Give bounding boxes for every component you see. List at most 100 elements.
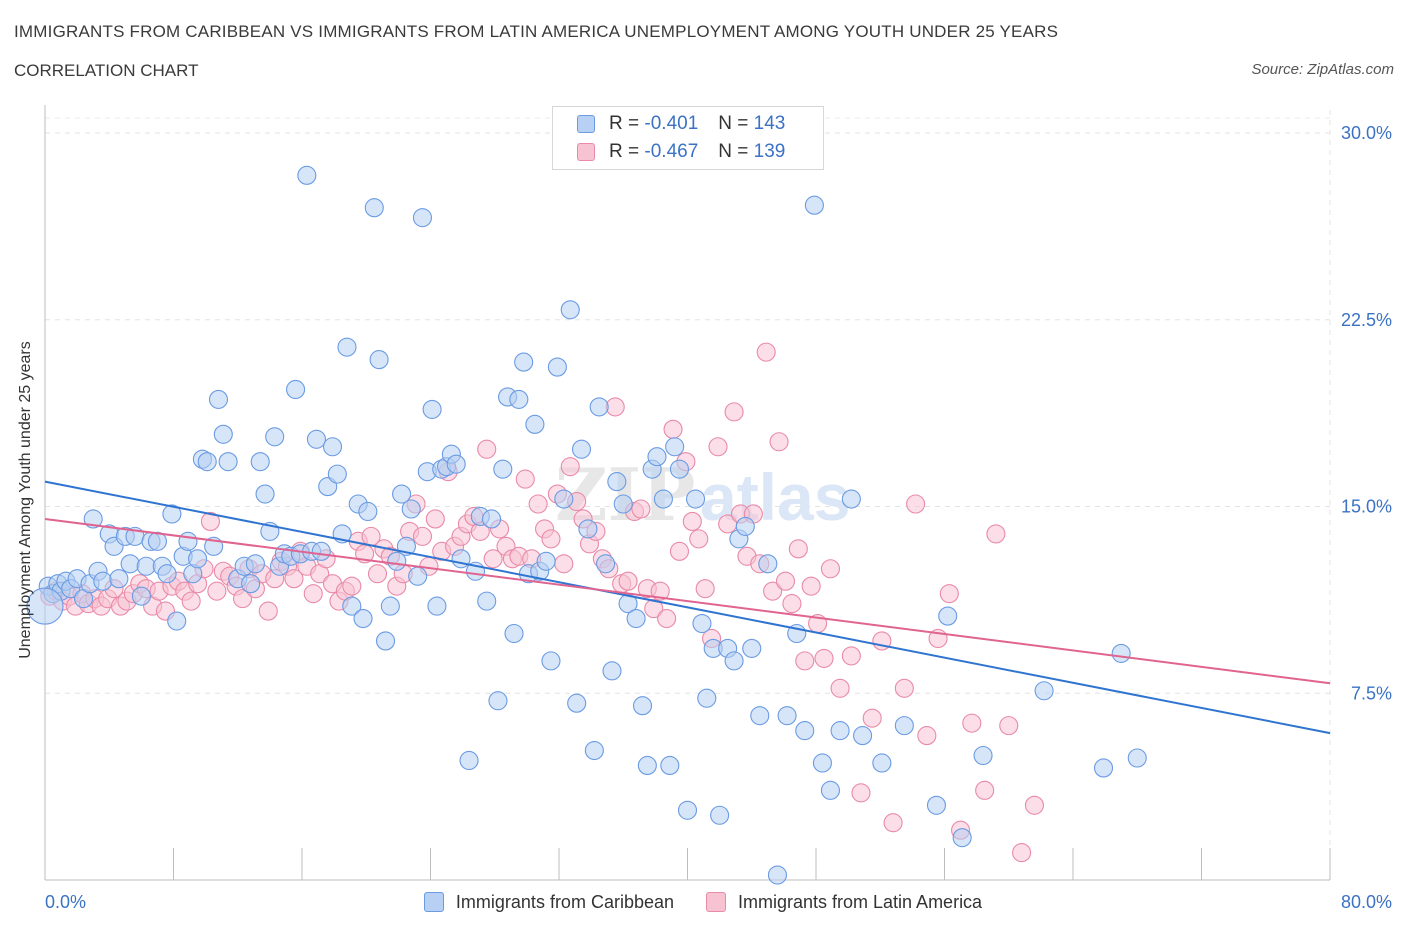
caribbean-point	[83, 509, 103, 529]
latin-america-point	[975, 780, 995, 800]
latin-america-point	[483, 549, 503, 569]
caribbean-point	[750, 706, 770, 726]
caribbean-point	[777, 706, 797, 726]
caribbean-point	[841, 489, 861, 509]
y-tick-label: 15.0%	[1341, 497, 1392, 517]
caribbean-point	[710, 805, 730, 825]
legend-swatch-latin-america	[577, 143, 595, 161]
latin-america-point	[1024, 795, 1044, 815]
legend-item-latin-america[interactable]: Immigrants from Latin America	[706, 892, 982, 913]
latin-america-point	[528, 494, 548, 514]
caribbean-point	[571, 439, 592, 459]
caribbean-point	[369, 350, 389, 370]
latin-america-point	[367, 564, 388, 584]
caribbean-point	[685, 489, 706, 509]
legend-row-caribbean: R = -0.401 N = 143	[577, 112, 785, 136]
latin-america-point	[814, 648, 834, 668]
caribbean-point	[853, 726, 873, 746]
latin-america-point	[830, 678, 850, 698]
latin-america-point	[657, 608, 677, 629]
legend-n-label: N =	[718, 141, 749, 162]
latin-america-point	[258, 601, 278, 621]
legend-swatch-caribbean	[577, 115, 595, 133]
caribbean-point	[653, 489, 673, 509]
caribbean-point	[245, 554, 265, 574]
latin-america-point	[939, 584, 959, 604]
latin-america-point	[756, 342, 776, 362]
caribbean-point	[525, 414, 545, 434]
caribbean-point	[820, 780, 841, 800]
latin-america-point	[962, 713, 982, 733]
latin-america-point	[412, 526, 433, 546]
caribbean-point	[554, 489, 574, 509]
latin-america-point	[769, 432, 789, 452]
caribbean-point	[311, 541, 331, 561]
caribbean-point	[602, 661, 622, 681]
caribbean-point	[596, 554, 616, 574]
latin-america-point	[682, 511, 702, 531]
caribbean-point	[337, 337, 357, 357]
caribbean-point	[567, 693, 587, 713]
latin-america-point	[200, 511, 220, 531]
caribbean-point	[131, 586, 151, 606]
latin-america-point	[1012, 843, 1032, 863]
caribbean-point	[167, 611, 187, 631]
legend-item-caribbean[interactable]: Immigrants from Caribbean	[423, 891, 674, 913]
caribbean-point	[1093, 758, 1114, 778]
caribbean-point	[1127, 748, 1147, 768]
caribbean-point	[677, 800, 698, 820]
caribbean-point	[322, 437, 343, 457]
caribbean-point	[477, 591, 497, 611]
latin-america-point	[695, 579, 715, 599]
caribbean-point	[342, 596, 362, 616]
caribbean-point	[607, 472, 627, 492]
caribbean-point	[1034, 681, 1054, 701]
caribbean-point	[514, 352, 534, 372]
latin-america-point	[663, 419, 683, 439]
caribbean-point	[358, 501, 378, 522]
caribbean-point	[767, 865, 788, 885]
series-legend: Immigrants from Caribbean Immigrants fro…	[0, 888, 1406, 916]
axes	[44, 105, 1331, 881]
caribbean-point	[401, 499, 421, 519]
latin-america-point	[775, 571, 796, 591]
y-tick-label: 7.5%	[1351, 683, 1392, 703]
legend-n-value: 139	[753, 141, 786, 162]
latin-america-point	[303, 584, 323, 604]
latin-america-point	[883, 813, 903, 833]
latin-america-point	[515, 469, 535, 489]
latin-america-point	[782, 594, 802, 614]
latin-america-point	[851, 783, 871, 803]
latin-america-point	[795, 651, 815, 671]
caribbean-point	[446, 454, 466, 474]
latin-america-point	[631, 499, 651, 519]
caribbean-point	[894, 716, 914, 736]
caribbean-point	[255, 484, 275, 504]
caribbean-point	[408, 566, 428, 586]
caribbean-point	[1111, 643, 1131, 663]
caribbean-point	[109, 569, 129, 589]
caribbean-point	[178, 531, 198, 551]
caribbean-point	[536, 551, 556, 571]
chart-title: IMMIGRANTS FROM CARIBBEAN VS IMMIGRANTS …	[14, 22, 1059, 41]
latin-america-point	[560, 457, 580, 477]
legend-label-caribbean: Immigrants from Caribbean	[455, 891, 674, 912]
y-tick-label: 22.5%	[1341, 310, 1392, 330]
caribbean-point	[560, 300, 580, 320]
caribbean-point	[241, 574, 261, 594]
caribbean-point	[665, 437, 685, 457]
latin-america-trend-line	[44, 517, 1331, 685]
caribbean-point	[364, 198, 384, 218]
latin-america-point	[650, 581, 670, 601]
latin-america-point	[999, 716, 1019, 736]
caribbean-point	[938, 606, 958, 626]
trend-lines	[44, 480, 1331, 735]
latin-america-point	[841, 646, 861, 666]
chart-subtitle: CORRELATION CHART	[14, 61, 199, 80]
caribbean-point	[812, 753, 832, 773]
caribbean-point	[327, 464, 347, 484]
caribbean-trend-line	[44, 480, 1331, 735]
caribbean-point	[375, 631, 396, 651]
latin-america-point	[669, 541, 690, 561]
